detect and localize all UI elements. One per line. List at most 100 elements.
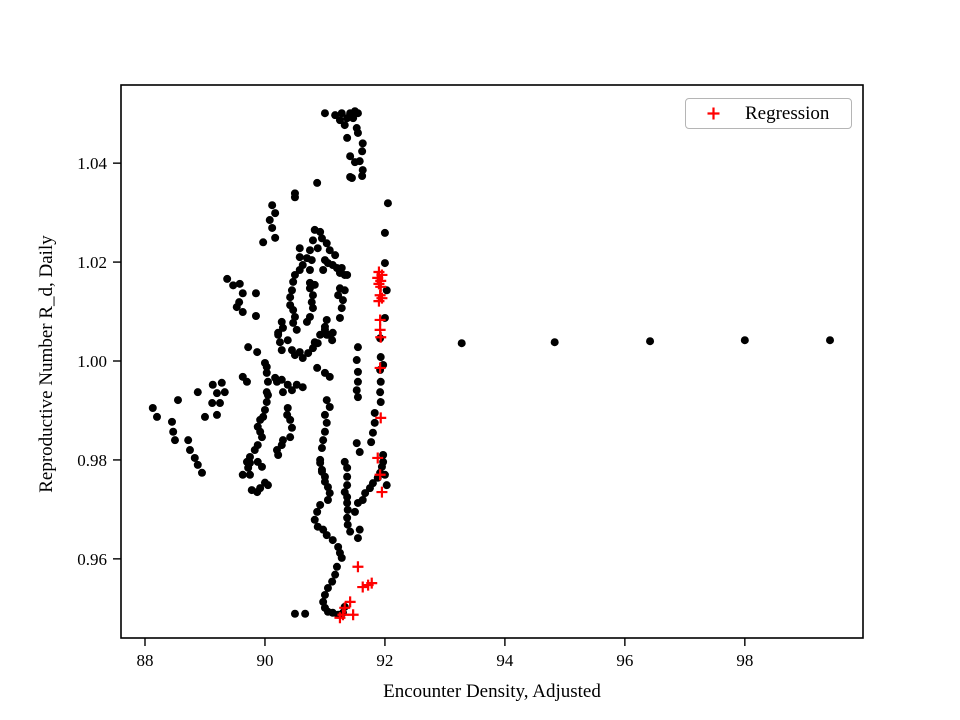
data-point bbox=[349, 114, 358, 123]
data-point bbox=[353, 377, 362, 386]
data-point bbox=[257, 462, 266, 471]
data-point bbox=[278, 388, 287, 397]
data-point bbox=[286, 415, 295, 424]
data-point bbox=[257, 433, 266, 442]
data-point bbox=[343, 505, 352, 514]
data-point bbox=[358, 495, 367, 504]
data-point bbox=[307, 298, 316, 307]
data-point bbox=[383, 199, 392, 208]
data-point bbox=[331, 570, 340, 579]
data-point bbox=[325, 403, 334, 412]
data-point bbox=[320, 590, 329, 599]
data-point bbox=[278, 323, 287, 332]
data-point bbox=[380, 259, 389, 268]
data-point bbox=[358, 166, 367, 175]
data-point bbox=[331, 251, 340, 260]
data-point bbox=[346, 527, 355, 536]
data-point bbox=[251, 289, 260, 298]
data-point bbox=[263, 377, 272, 386]
data-point bbox=[331, 111, 340, 120]
legend-label: Regression bbox=[745, 103, 830, 124]
data-point bbox=[287, 286, 296, 295]
data-point bbox=[337, 304, 346, 313]
data-point bbox=[169, 427, 178, 436]
data-point bbox=[305, 246, 314, 255]
data-point bbox=[148, 403, 157, 412]
data-point bbox=[308, 236, 317, 245]
data-point bbox=[295, 244, 304, 253]
data-point bbox=[323, 330, 332, 339]
data-point bbox=[283, 336, 292, 345]
data-point bbox=[317, 234, 326, 243]
data-point bbox=[350, 507, 359, 516]
data-point bbox=[325, 246, 334, 255]
regression-point bbox=[352, 561, 364, 573]
data-point bbox=[215, 399, 224, 408]
data-point bbox=[343, 270, 352, 279]
data-point bbox=[317, 444, 326, 453]
data-point bbox=[304, 349, 313, 358]
data-point bbox=[301, 609, 310, 618]
data-point bbox=[184, 436, 193, 445]
data-point bbox=[319, 436, 328, 445]
data-point bbox=[337, 264, 346, 273]
data-point bbox=[173, 396, 182, 405]
data-point bbox=[263, 391, 272, 400]
data-point bbox=[332, 562, 341, 571]
regression-point bbox=[372, 452, 384, 464]
data-point bbox=[368, 479, 377, 488]
data-point bbox=[251, 311, 260, 320]
data-point bbox=[253, 348, 262, 357]
data-point bbox=[376, 388, 385, 397]
data-point bbox=[328, 577, 337, 586]
data-point bbox=[232, 303, 241, 312]
data-point bbox=[382, 286, 391, 295]
data-point bbox=[343, 498, 352, 507]
data-point bbox=[265, 216, 274, 225]
data-point bbox=[317, 467, 326, 476]
data-point bbox=[346, 173, 355, 182]
data-point bbox=[277, 346, 286, 355]
x-tick-label: 96 bbox=[616, 651, 633, 670]
data-point bbox=[320, 427, 329, 436]
data-point bbox=[242, 377, 251, 386]
y-tick-label: 0.98 bbox=[77, 451, 107, 470]
data-point bbox=[325, 372, 334, 381]
data-point bbox=[298, 261, 307, 270]
data-point bbox=[290, 609, 299, 618]
data-point bbox=[238, 470, 247, 479]
data-point bbox=[310, 225, 319, 234]
data-point bbox=[271, 209, 280, 218]
data-point bbox=[340, 121, 349, 130]
data-point bbox=[343, 493, 352, 502]
data-point bbox=[287, 423, 296, 432]
data-point bbox=[302, 317, 311, 326]
data-point bbox=[170, 436, 179, 445]
data-point bbox=[290, 193, 299, 202]
data-point bbox=[262, 362, 271, 371]
data-point bbox=[193, 388, 202, 397]
data-point bbox=[338, 296, 347, 305]
regression-point bbox=[366, 577, 378, 589]
data-point bbox=[190, 453, 199, 462]
data-point bbox=[250, 446, 259, 455]
data-point bbox=[275, 338, 284, 347]
data-point bbox=[271, 233, 280, 242]
data-point bbox=[370, 408, 379, 417]
data-point bbox=[313, 178, 322, 187]
data-point bbox=[208, 399, 217, 408]
data-point bbox=[283, 403, 292, 412]
data-point bbox=[343, 520, 352, 529]
data-point bbox=[350, 158, 359, 167]
data-point bbox=[337, 553, 346, 562]
data-point bbox=[353, 534, 362, 543]
regression-point bbox=[339, 602, 351, 614]
data-point bbox=[325, 489, 334, 498]
data-point bbox=[295, 348, 304, 357]
data-point bbox=[260, 405, 269, 414]
data-point bbox=[343, 481, 352, 490]
data-point bbox=[283, 380, 292, 389]
data-point bbox=[256, 484, 265, 493]
data-point bbox=[256, 415, 265, 424]
